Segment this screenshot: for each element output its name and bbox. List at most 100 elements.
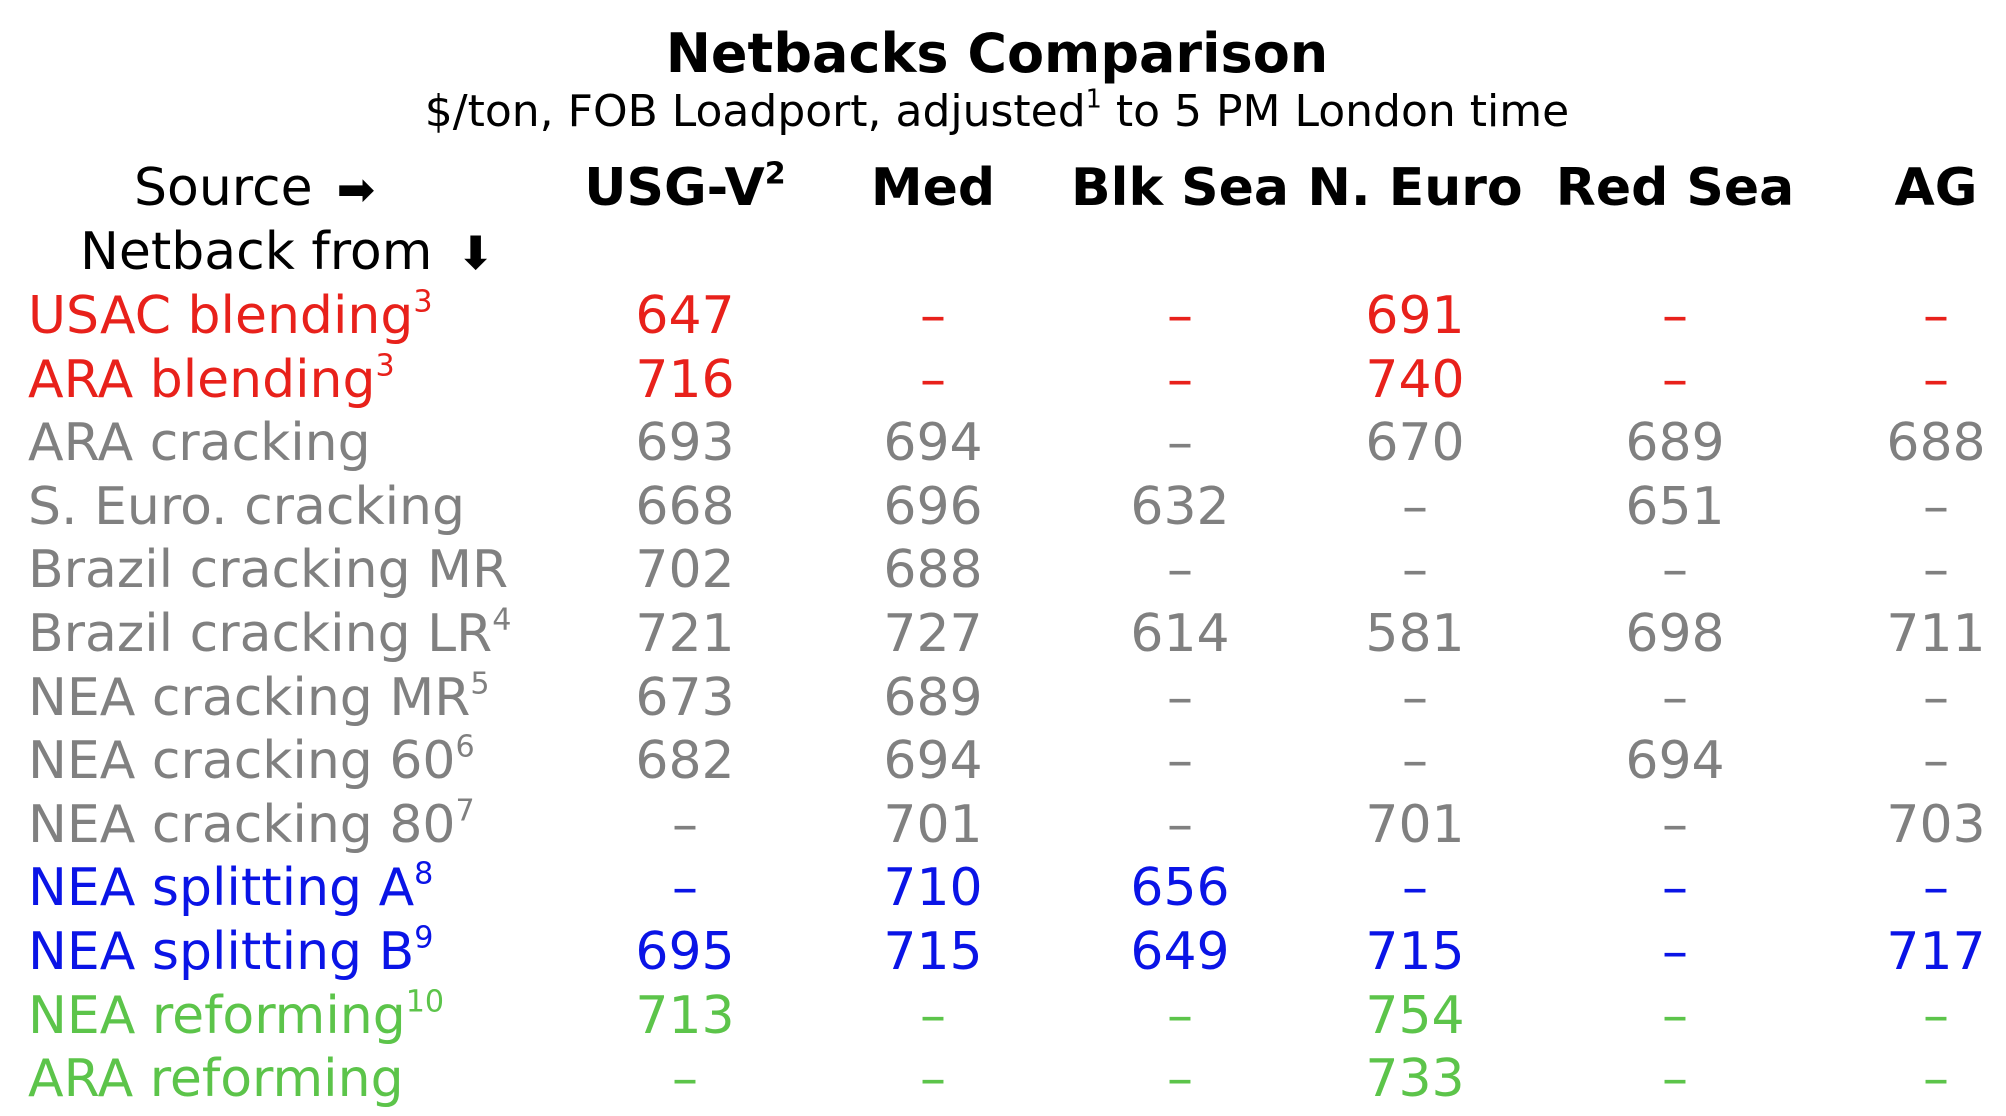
row-label-text: ARA cracking xyxy=(28,413,371,474)
table-cell: – xyxy=(1923,731,1949,792)
row-label-text: S. Euro. cracking xyxy=(28,476,466,537)
row-label: Brazil cracking MR xyxy=(28,540,508,600)
table-cell: – xyxy=(1662,794,1688,855)
source-axis-label: Source ➡ xyxy=(134,158,375,219)
table-cell: – xyxy=(920,985,946,1046)
row-label-footnote: 5 xyxy=(470,665,490,701)
table-cell: – xyxy=(1662,540,1688,601)
row-label-footnote: 3 xyxy=(375,347,395,383)
column-header-footnote: 2 xyxy=(764,156,786,192)
table-cell: – xyxy=(1662,286,1688,346)
table-cell: 691 xyxy=(1365,286,1465,346)
table-cell: 710 xyxy=(883,858,983,919)
table-cell: 715 xyxy=(1365,922,1465,982)
row-label-text: Brazil cracking LR xyxy=(28,604,493,664)
table-cell: 717 xyxy=(1886,922,1986,982)
row-label-text: USAC blending xyxy=(28,286,414,346)
table-cell: – xyxy=(672,858,698,919)
table-cell: – xyxy=(1167,985,1193,1046)
table-cell: – xyxy=(1167,667,1193,728)
table-cell: 715 xyxy=(883,922,983,982)
column-header: Red Sea xyxy=(1556,158,1794,218)
row-label: Brazil cracking LR4 xyxy=(28,604,511,664)
row-label-text: ARA reforming xyxy=(28,1049,404,1110)
table-cell: 673 xyxy=(635,667,735,728)
table-cell: 698 xyxy=(1625,604,1725,664)
table-cell: – xyxy=(1662,922,1688,982)
column-header-label: Red Sea xyxy=(1555,158,1795,218)
row-label-text: NEA cracking 80 xyxy=(28,794,456,855)
table-cell: – xyxy=(1923,286,1949,346)
row-label-footnote: 7 xyxy=(455,793,475,829)
table-cell: – xyxy=(920,1049,946,1110)
row-label-footnote: 6 xyxy=(455,729,475,765)
row-label: S. Euro. cracking xyxy=(28,477,465,537)
column-header: Med xyxy=(871,158,995,218)
table-cell: 682 xyxy=(635,731,735,792)
table-cell: 632 xyxy=(1130,476,1230,537)
down-arrow-icon: ⬇ xyxy=(456,226,495,280)
table-cell: – xyxy=(1402,667,1428,728)
column-header-label: AG xyxy=(1894,158,1978,218)
table-cell: – xyxy=(1662,349,1688,410)
table-cell: 701 xyxy=(1365,794,1465,855)
table-cell: 670 xyxy=(1365,413,1465,474)
right-arrow-icon: ➡ xyxy=(336,162,376,216)
netback-label-text: Netback from xyxy=(80,222,433,282)
table-cell: 693 xyxy=(635,413,735,474)
table-cell: – xyxy=(1402,858,1428,919)
row-label-text: NEA cracking 60 xyxy=(28,731,456,792)
table-cell: – xyxy=(1923,1049,1949,1110)
row-label: ARA blending3 xyxy=(28,350,395,410)
table-cell: 711 xyxy=(1886,604,1986,664)
table-cell: 694 xyxy=(1625,731,1725,792)
row-label: ARA reforming xyxy=(28,1049,404,1109)
table-cell: – xyxy=(1662,985,1688,1046)
table-cell: 696 xyxy=(883,476,983,537)
table-cell: – xyxy=(1167,286,1193,346)
table-cell: – xyxy=(672,794,698,855)
table-cell: 703 xyxy=(1886,794,1986,855)
table-cell: 688 xyxy=(883,540,983,601)
table-cell: – xyxy=(1662,667,1688,728)
table-cell: – xyxy=(1923,858,1949,919)
table-cell: 651 xyxy=(1625,476,1725,537)
table-cell: 688 xyxy=(1886,413,1986,474)
table-cell: 716 xyxy=(635,349,735,410)
table-cell: – xyxy=(1167,540,1193,601)
row-label-footnote: 3 xyxy=(413,284,433,320)
subtitle-tail: to 5 PM London time xyxy=(1101,86,1570,137)
row-label-text: NEA cracking MR xyxy=(28,667,471,728)
column-header-label: N. Euro xyxy=(1307,158,1523,218)
row-label-footnote: 9 xyxy=(414,920,434,956)
table-cell: 668 xyxy=(635,476,735,537)
table-cell: 689 xyxy=(1625,413,1725,474)
row-label: NEA splitting A8 xyxy=(28,858,433,918)
table-cell: – xyxy=(1402,731,1428,792)
row-label-footnote: 8 xyxy=(414,856,434,892)
row-label: NEA reforming10 xyxy=(28,986,444,1046)
row-label: NEA cracking 606 xyxy=(28,731,475,791)
row-label: NEA cracking MR5 xyxy=(28,668,490,728)
subtitle-footnote: 1 xyxy=(1085,84,1102,115)
table-cell: 614 xyxy=(1130,604,1230,664)
row-label: NEA splitting B9 xyxy=(28,922,433,982)
table-cell: 694 xyxy=(883,413,983,474)
table-cell: 647 xyxy=(635,286,735,346)
table-cell: 733 xyxy=(1365,1049,1465,1110)
table-cell: – xyxy=(1923,667,1949,728)
table-cell: – xyxy=(1923,476,1949,537)
table-cell: – xyxy=(1662,1049,1688,1110)
table-cell: – xyxy=(1402,540,1428,601)
table-cell: 656 xyxy=(1130,858,1230,919)
table-cell: 689 xyxy=(883,667,983,728)
table-cell: – xyxy=(1167,794,1193,855)
table-cell: 713 xyxy=(635,985,735,1046)
column-header-label: Med xyxy=(870,158,996,218)
table-cell: – xyxy=(1402,476,1428,537)
table-cell: 695 xyxy=(635,922,735,982)
chart-title: Netbacks Comparison xyxy=(665,22,1329,85)
column-header: N. Euro xyxy=(1307,158,1522,218)
row-label-text: Brazil cracking MR xyxy=(28,540,509,601)
table-cell: 721 xyxy=(635,604,735,664)
